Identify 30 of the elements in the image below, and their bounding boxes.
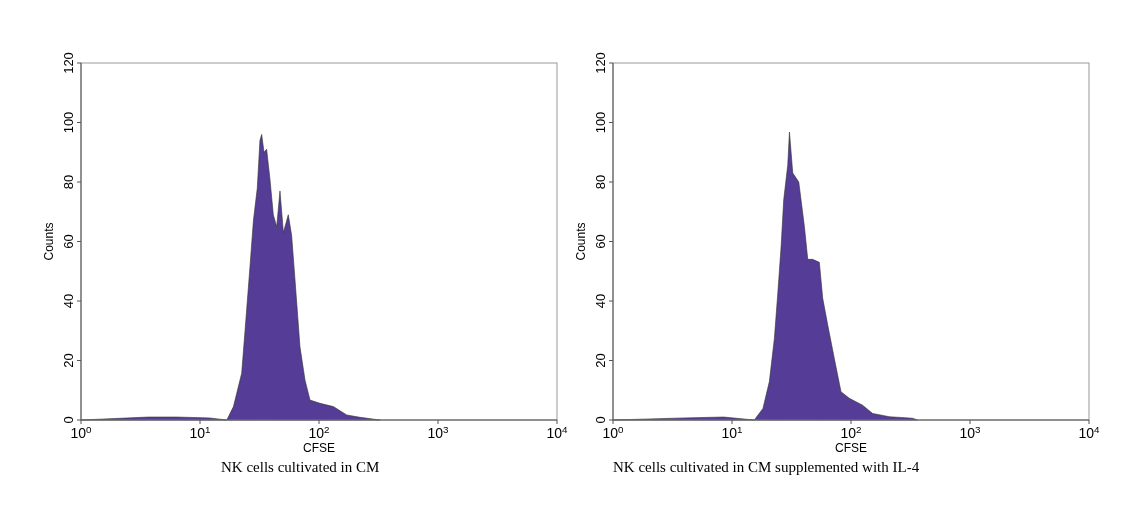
y-tick-label: 60 [61, 234, 76, 249]
x-tick-label: 10$^{2}$ [308, 423, 330, 441]
y-tick-label: 120 [593, 52, 608, 74]
y-axis-title: Counts [42, 222, 56, 261]
y-tick-label: 100 [61, 111, 76, 134]
y-tick-label: 0 [593, 416, 608, 424]
y-tick-label: 20 [593, 353, 608, 368]
y-tick-label: 40 [61, 293, 76, 309]
y-tick-label: 20 [61, 353, 76, 368]
y-axis-title: Counts [574, 222, 588, 261]
y-tick-label: 0 [61, 416, 76, 424]
x-tick-label: 10$^{4}$ [546, 423, 569, 441]
text: NK cells cultivated in CM supplemented with IL-4 [613, 459, 920, 475]
y-tick-label: 100 [593, 111, 608, 134]
x-tick-label: 10$^{0}$ [602, 423, 625, 441]
x-tick-label: 10$^{3}$ [959, 423, 982, 441]
x-tick-label: 10$^{2}$ [840, 423, 862, 441]
x-axis-title: CFSE [834, 441, 868, 455]
x-tick-label: 10$^{3}$ [427, 423, 450, 441]
x-axis-title: CFSE [302, 441, 336, 455]
x-tick-label: 10$^{1}$ [721, 423, 743, 441]
x-tick-label: 10$^{4}$ [1078, 423, 1101, 441]
text: NK cells cultivated in CM [221, 459, 380, 475]
x-tick-label: 10$^{0}$ [70, 423, 93, 441]
y-tick-label: 80 [593, 174, 608, 190]
y-tick-label: 80 [61, 174, 76, 190]
y-tick-label: 60 [593, 234, 608, 249]
y-tick-label: 40 [593, 293, 608, 309]
x-tick-label: 10$^{1}$ [189, 423, 211, 441]
y-tick-label: 120 [61, 52, 76, 74]
